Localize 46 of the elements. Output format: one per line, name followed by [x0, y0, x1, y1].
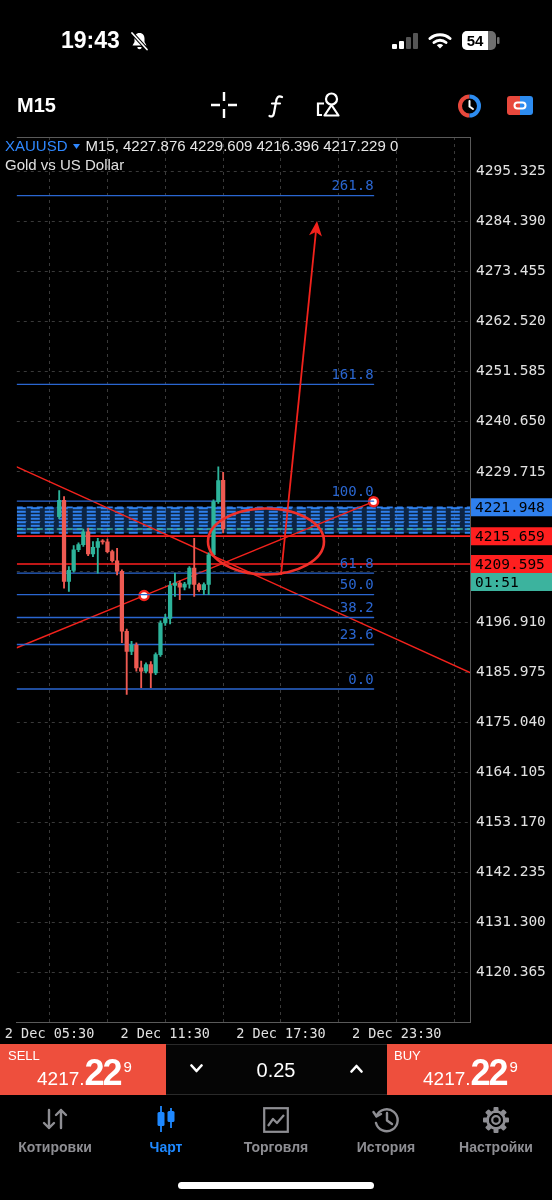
text: 19:43 [61, 26, 120, 54]
y-tick-label: 4229.715 [476, 462, 546, 479]
y-tick-label: 4153.170 [476, 813, 546, 830]
y-tick-label: 4120.365 [476, 963, 546, 980]
y-tick-label: 4284.390 [476, 212, 546, 229]
chart-title: XAUUSD [5, 137, 68, 155]
series-label: 0.0 [348, 670, 374, 687]
text: Gold vs US Dollar [5, 156, 125, 174]
series-label: 261.8 [331, 177, 374, 194]
text: BUY [394, 1048, 421, 1064]
series-label: 23.6 [339, 626, 374, 643]
text: Чарт [148, 1138, 184, 1156]
text: 4217.22$^{9}$ [37, 1052, 132, 1093]
text: 54 [464, 31, 486, 50]
ref-line-label: 4221.948 [475, 499, 545, 516]
text: История [355, 1138, 417, 1156]
y-tick-label: 4142.235 [476, 863, 546, 880]
x-tick-label: 2 Dec 17:30 [236, 1024, 326, 1041]
text: 4217.22$^{9}$ [423, 1052, 518, 1093]
y-tick-label: 4251.585 [476, 362, 546, 379]
ref-line-label: 4215.659 [475, 527, 545, 544]
text: SELL [8, 1048, 40, 1064]
y-tick-label: 4262.520 [476, 312, 546, 329]
series-label: 161.8 [331, 366, 374, 382]
text: Настройки [458, 1138, 534, 1156]
y-tick-label: 4164.105 [476, 763, 546, 780]
y-tick-label: 4295.325 [476, 162, 546, 179]
y-tick-label: 4131.300 [476, 913, 546, 930]
y-tick-label: 4175.040 [476, 713, 546, 729]
text: Котировки [17, 1138, 93, 1156]
ref-line-label: 4209.595 [475, 555, 545, 572]
series-label: 100.0 [331, 482, 374, 499]
x-tick-label: 2 Dec 11:30 [120, 1024, 210, 1041]
text: Торговля [242, 1138, 310, 1156]
y-tick-label: 4240.650 [476, 412, 546, 429]
y-tick-label: 4196.910 [476, 612, 546, 629]
series-label: 38.2 [339, 599, 374, 616]
text: 01:51 [471, 573, 552, 591]
y-tick-label: 4273.455 [476, 262, 546, 279]
x-tick-label: 2 Dec 05:30 [4, 1024, 95, 1041]
annotation: M15, 4227.876 4229.609 4216.396 4217.229 0 [85, 137, 399, 155]
series-label: 50.0 [339, 576, 374, 593]
text: 0.25 [255, 1058, 297, 1082]
y-tick-label: 4185.975 [476, 662, 546, 679]
x-tick-label: 2 Dec 23:30 [352, 1024, 442, 1041]
text: M15 [17, 93, 56, 118]
